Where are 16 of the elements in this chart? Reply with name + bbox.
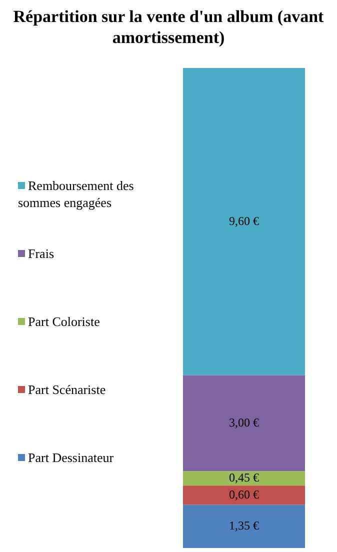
bar [183, 504, 305, 548]
bar [183, 471, 305, 486]
chart-title: Répartition sur la vente d'un album (avant amortissement) [12, 6, 325, 48]
data-label: 0,60 € [229, 487, 259, 502]
legend-label: Remboursement des sommes engagées [18, 178, 134, 210]
bar [183, 375, 305, 472]
legend-label: Part Dessinateur [28, 450, 114, 465]
data-label: 1,35 € [229, 518, 259, 533]
data-label: 0,45 € [229, 470, 259, 485]
legend-label: Part Coloriste [28, 314, 100, 329]
bar [183, 68, 305, 376]
bar [183, 486, 305, 505]
legend-label: Part Scénariste [28, 382, 106, 397]
data-label: 3,00 € [229, 415, 259, 430]
data-label: 9,60 € [229, 214, 259, 228]
legend-label: Frais [28, 246, 54, 261]
